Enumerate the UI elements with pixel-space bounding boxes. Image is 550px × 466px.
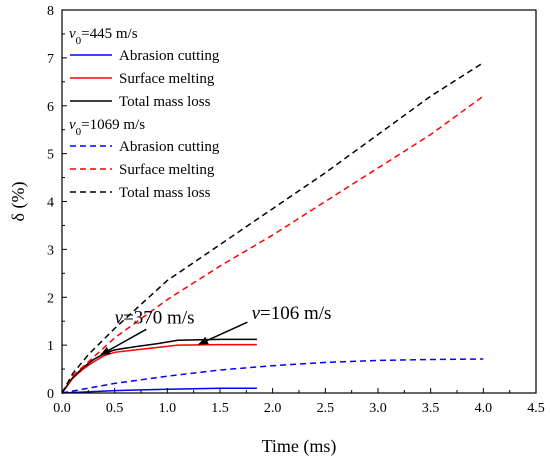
y-tick-label: 4: [47, 196, 54, 211]
annotation-label: v=370 m/s: [115, 308, 195, 329]
y-tick-label: 5: [47, 148, 54, 163]
legend-heading-symbol: v: [69, 117, 76, 133]
legend-entry-label: Abrasion cutting: [119, 139, 220, 155]
x-tick-label: 4.5: [527, 401, 545, 416]
annotation-value: =106 m/s: [260, 303, 331, 324]
series-line-solid-2: [61, 338, 257, 394]
x-tick-label: 2.0: [264, 401, 282, 416]
annotation-value: =370 m/s: [123, 308, 194, 329]
legend-entry-label: Abrasion cutting: [119, 48, 220, 64]
legend-heading: v0=1069 m/s: [69, 117, 145, 138]
x-tick-label: 3.0: [369, 401, 387, 416]
annotation-arrow: [198, 321, 248, 345]
legend-entry-label: Total mass loss: [119, 185, 211, 201]
legend-heading-value: =445 m/s: [81, 26, 138, 42]
legend-heading: v0=445 m/s: [69, 26, 138, 47]
x-tick-label: 0.5: [106, 401, 124, 416]
x-tick-label: 3.5: [422, 401, 440, 416]
legend-heading-value: =1069 m/s: [81, 117, 145, 133]
x-tick-label: 0.0: [53, 401, 71, 416]
x-tick-label: 1.5: [211, 401, 229, 416]
y-tick-label: 8: [47, 4, 54, 19]
axis-ticks: 0.0 0.5 1.0 1.5 2.0 2.5 3.0 3.5 4.0 4.5 0 1 2 3 4 5 6 7 8: [47, 4, 545, 416]
series-line-dashed-3: [61, 358, 484, 394]
y-tick-label: 1: [47, 339, 54, 354]
y-tick-label: 3: [47, 243, 54, 258]
x-axis-title: Time (ms): [262, 436, 337, 457]
annotation-arrow: [100, 328, 147, 356]
y-tick-label: 7: [47, 52, 54, 67]
x-tick-label: 2.5: [317, 401, 335, 416]
x-tick-label: 4.0: [475, 401, 493, 416]
annotation-label: v=106 m/s: [252, 303, 332, 324]
annotation-symbol: v: [252, 303, 261, 324]
legend-heading-subscript: 0: [76, 35, 82, 47]
series-line-dashed-5: [61, 62, 484, 394]
legend-heading-symbol: v: [69, 26, 76, 42]
plot-frame: [61, 9, 537, 394]
y-tick-label: 6: [47, 100, 54, 115]
annotation-layer: v=370 m/s v=106 m/s: [100, 303, 332, 356]
y-axis-title: δ (%): [8, 182, 29, 222]
series-layer: [61, 62, 484, 394]
y-tick-label: 0: [47, 387, 54, 402]
x-tick-label: 1.0: [159, 401, 177, 416]
annotation-symbol: v: [115, 308, 124, 329]
series-line-dashed-4: [61, 95, 484, 394]
y-tick-label: 2: [47, 291, 54, 306]
legend-entry-label: Surface melting: [119, 71, 215, 87]
series-line-solid-1: [61, 343, 257, 394]
legend-heading-subscript: 0: [76, 126, 82, 138]
legend-entry-label: Total mass loss: [119, 94, 211, 110]
series-line-solid-0: [61, 387, 257, 394]
legend-entry-label: Surface melting: [119, 162, 215, 178]
